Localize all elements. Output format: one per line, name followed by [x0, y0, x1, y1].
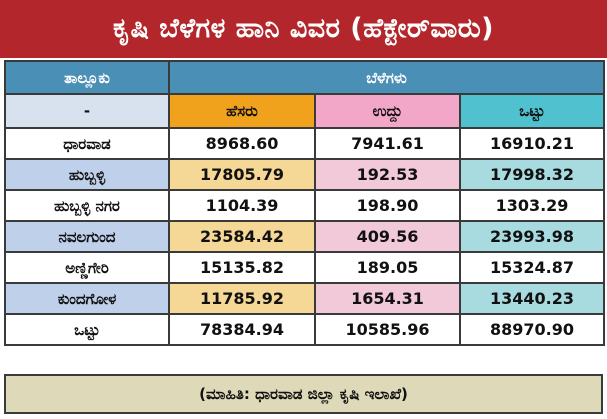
cell-hesaru-total: 78384.94	[168, 313, 316, 346]
cell-total: 15324.87	[458, 251, 606, 284]
row-total-label: ಒಟ್ಟು	[4, 313, 170, 346]
column-header-hesaru: ಹೆಸರು	[168, 93, 316, 129]
cell-total: 1303.29	[458, 189, 606, 222]
page-title: ಕೃಷಿ ಬೆಳೆಗಳ ಹಾನಿ ವಿವರ (ಹೆಕ್ಟೇರ್‌ವಾರು)	[0, 0, 607, 58]
row-taluk-name: ಧಾರವಾಡ	[4, 127, 170, 160]
table-row: ಹುಬ್ಬಳ್ಳಿ 17805.79 192.53 17998.32	[4, 158, 606, 191]
total-row: ಒಟ್ಟು 78384.94 10585.96 88970.90	[4, 313, 606, 346]
row-taluk-name: ಕುಂದಗೋಳ	[4, 282, 170, 315]
table-row: ನವಲಗುಂದ 23584.42 409.56 23993.98	[4, 220, 606, 253]
cell-uddu: 7941.61	[314, 127, 461, 160]
cell-uddu: 409.56	[314, 220, 461, 253]
cell-hesaru: 15135.82	[168, 251, 316, 284]
source-note: (ಮಾಹಿತಿ: ಧಾರವಾಡ ಜಿಲ್ಲಾ ಕೃಷಿ ಇಲಾಖೆ)	[4, 374, 603, 414]
cell-hesaru: 23584.42	[168, 220, 316, 253]
subheader-row: - ಹೆಸರು ಉದ್ದು ಒಟ್ಟು	[4, 93, 606, 129]
column-header-total: ಒಟ್ಟು	[458, 93, 606, 129]
table-row: ಕುಂದಗೋಳ 11785.92 1654.31 13440.23	[4, 282, 606, 315]
cell-total: 13440.23	[458, 282, 606, 315]
cell-hesaru: 11785.92	[168, 282, 316, 315]
table-row: ಅಣ್ಣಿಗೇರಿ 15135.82 189.05 15324.87	[4, 251, 606, 284]
cell-hesaru: 17805.79	[168, 158, 316, 191]
table-row: ಹುಬ್ಬಳ್ಳಿ ನಗರ 1104.39 198.90 1303.29	[4, 189, 606, 222]
row-taluk-name: ಹುಬ್ಬಳ್ಳಿ	[4, 158, 170, 191]
cell-hesaru: 1104.39	[168, 189, 316, 222]
cell-total: 23993.98	[458, 220, 606, 253]
header-row: ತಾಲ್ಲೂಕು ಬೆಳೆಗಳು	[4, 60, 606, 95]
row-taluk-name: ಹುಬ್ಬಳ್ಳಿ ನಗರ	[4, 189, 170, 222]
cell-grand-total: 88970.90	[458, 313, 606, 346]
row-taluk-name: ಅಣ್ಣಿಗೇರಿ	[4, 251, 170, 284]
cell-uddu: 1654.31	[314, 282, 461, 315]
cell-total: 16910.21	[458, 127, 606, 160]
cell-uddu: 192.53	[314, 158, 461, 191]
subheader-dash: -	[4, 93, 170, 129]
header-crops: ಬೆಳೆಗಳು	[167, 60, 606, 95]
cell-uddu-total: 10585.96	[314, 313, 461, 346]
cell-hesaru: 8968.60	[168, 127, 316, 160]
cell-total: 17998.32	[458, 158, 606, 191]
cell-uddu: 189.05	[314, 251, 461, 284]
column-header-uddu: ಉದ್ದು	[314, 93, 461, 129]
row-taluk-name: ನವಲಗುಂದ	[4, 220, 170, 253]
crop-loss-table: ತಾಲ್ಲೂಕು ಬೆಳೆಗಳು - ಹೆಸರು ಉದ್ದು ಒಟ್ಟು ಧಾರ…	[4, 60, 606, 346]
header-taluk: ತಾಲ್ಲೂಕು	[4, 60, 170, 95]
table-row: ಧಾರವಾಡ 8968.60 7941.61 16910.21	[4, 127, 606, 160]
cell-uddu: 198.90	[314, 189, 461, 222]
